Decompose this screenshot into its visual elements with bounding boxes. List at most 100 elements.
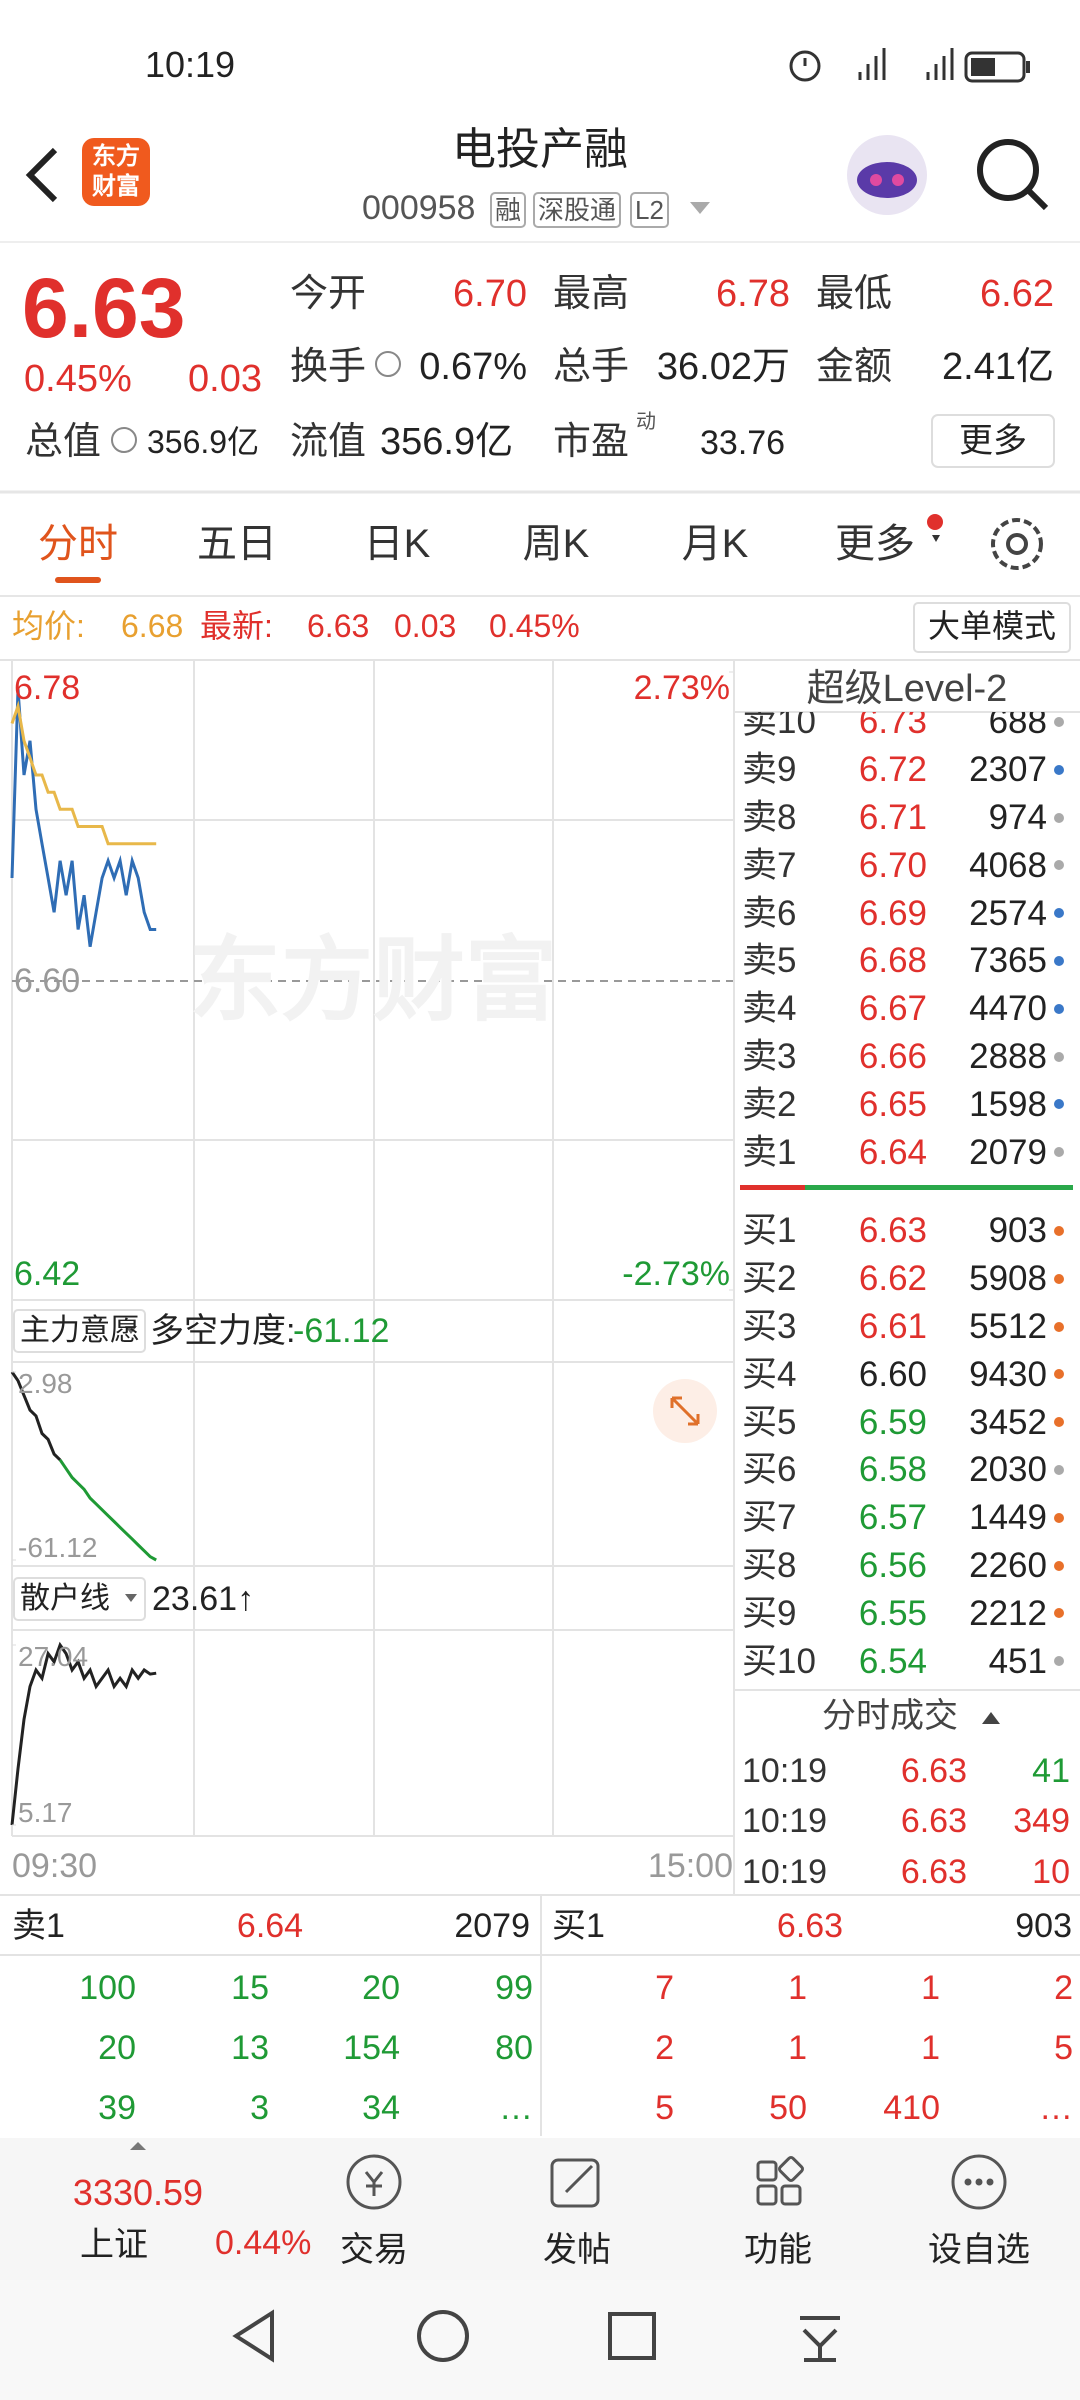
indicator-label: 多空力度: xyxy=(150,1311,296,1350)
level-label: 卖4 xyxy=(742,989,797,1029)
series-line xyxy=(10,700,157,846)
order-size: 5 xyxy=(1054,2028,1073,2067)
logo xyxy=(82,138,150,206)
level-label: 买7 xyxy=(742,1498,797,1538)
order-size: 1 xyxy=(921,2028,940,2067)
level-volume: 2079 xyxy=(969,1132,1047,1172)
book-price: 6.64 xyxy=(236,1906,304,1945)
order-size: 1 xyxy=(921,1968,940,2007)
level-dot xyxy=(1054,764,1064,775)
order-size: 3 xyxy=(250,2088,269,2127)
series-line xyxy=(10,689,157,947)
y-tick-label: 6.78 xyxy=(14,668,81,707)
level-volume: 2030 xyxy=(969,1450,1047,1490)
level-volume: 4470 xyxy=(969,989,1047,1029)
nav-item[interactable]: 设自选 xyxy=(928,2230,1030,2269)
nav-item[interactable]: 功能 xyxy=(744,2230,812,2269)
search-button[interactable] xyxy=(977,139,1049,211)
index-value: 3330.59 xyxy=(72,2171,204,2213)
level-price: 6.64 xyxy=(858,1132,927,1172)
level-price: 6.62 xyxy=(858,1259,927,1299)
level-label: 买6 xyxy=(742,1450,797,1490)
level-volume: 2888 xyxy=(969,1036,1047,1076)
index-name: 上证 xyxy=(80,2225,148,2264)
level-dot xyxy=(1054,1147,1064,1158)
settings-button[interactable] xyxy=(991,518,1043,570)
big-order-label: 大单模式 xyxy=(927,608,1056,645)
tab: 月K xyxy=(681,522,749,567)
trade-time: 10:19 xyxy=(742,1852,828,1891)
field-value: 33.76 xyxy=(700,423,786,462)
book-price: 6.63 xyxy=(776,1906,844,1945)
more-button[interactable] xyxy=(931,414,1055,468)
order-size: 2 xyxy=(1054,1968,1073,2007)
selector-box[interactable] xyxy=(13,1577,146,1621)
y-tick-label: 27.04 xyxy=(18,1640,89,1672)
latest: 6.63 xyxy=(307,608,370,645)
selector-box[interactable] xyxy=(13,1309,146,1353)
expand-arrow[interactable] xyxy=(130,2142,146,2150)
level-label: 卖3 xyxy=(742,1036,797,1076)
system-buttons[interactable] xyxy=(232,2309,840,2363)
level-dot xyxy=(1054,1273,1064,1284)
trade-price: 6.63 xyxy=(900,1751,967,1790)
level-label: 卖6 xyxy=(742,893,797,933)
order-size: 80 xyxy=(495,2028,533,2067)
level-price: 6.58 xyxy=(858,1450,927,1490)
nav-item[interactable]: 交易 xyxy=(340,2230,408,2269)
level-dot xyxy=(1054,956,1064,966)
dropdown[interactable] xyxy=(690,202,710,214)
series-line xyxy=(58,1459,157,1562)
sort-arrow[interactable] xyxy=(982,1712,1000,1724)
level-label: 买10 xyxy=(742,1641,816,1681)
field-label: 金额 xyxy=(816,346,893,389)
trade-time: 10:19 xyxy=(742,1802,828,1841)
expand-button[interactable] xyxy=(653,1379,717,1443)
level-label: 卖10 xyxy=(742,712,816,742)
dropdown xyxy=(125,1326,137,1334)
nav-item[interactable]: 发帖 xyxy=(543,2230,611,2269)
latest-change-pct: 0.45% xyxy=(489,608,580,645)
tab-arrow xyxy=(932,535,940,542)
tag: L2 xyxy=(630,191,669,229)
level-dot xyxy=(1054,717,1064,727)
level-volume: 2212 xyxy=(969,1593,1047,1633)
field-label: 总值 xyxy=(25,421,102,464)
order-size: 50 xyxy=(769,2088,807,2127)
back-button[interactable] xyxy=(25,147,58,203)
level-dot xyxy=(1054,1465,1064,1475)
avg-label: 均价: xyxy=(12,608,85,645)
level-dot xyxy=(1054,1656,1064,1667)
level-price: 6.70 xyxy=(858,845,927,885)
order-size: 1 xyxy=(788,2028,807,2067)
badge xyxy=(927,514,943,530)
big-order-button[interactable] xyxy=(913,602,1071,653)
logo-text: 财富 xyxy=(92,173,140,201)
level-price: 6.57 xyxy=(858,1498,927,1538)
tag: 深股通 xyxy=(533,191,622,229)
change: 0.03 xyxy=(188,358,262,401)
level-dot xyxy=(1054,1226,1064,1236)
level-price: 6.67 xyxy=(858,989,927,1029)
trade-volume: 41 xyxy=(1032,1751,1070,1790)
system-nav xyxy=(0,2280,1080,2400)
level-label: 卖7 xyxy=(742,845,797,885)
watermark: 东方财富 xyxy=(188,929,557,1032)
level-dot xyxy=(1054,1369,1064,1380)
indicator-selector: 散户线 xyxy=(20,1582,110,1616)
order-size: … xyxy=(1039,2088,1073,2127)
stock-title: 电投产融 xyxy=(452,124,628,174)
level-price: 6.71 xyxy=(858,797,927,837)
indicator-value: 23.61↑ xyxy=(152,1579,255,1618)
level-price: 6.69 xyxy=(858,893,927,933)
level-volume: 3452 xyxy=(969,1402,1047,1442)
level-dot xyxy=(1054,1321,1064,1332)
field-value: 6.70 xyxy=(453,273,527,316)
level-label: 买9 xyxy=(742,1593,797,1633)
field-value: 356.9亿 xyxy=(147,424,260,461)
level-price: 6.73 xyxy=(858,712,927,742)
nav-icons xyxy=(346,2154,1007,2210)
robot-avatar[interactable] xyxy=(847,135,927,215)
index-change: 0.44% xyxy=(215,2223,312,2262)
order-size: 39 xyxy=(98,2088,136,2127)
